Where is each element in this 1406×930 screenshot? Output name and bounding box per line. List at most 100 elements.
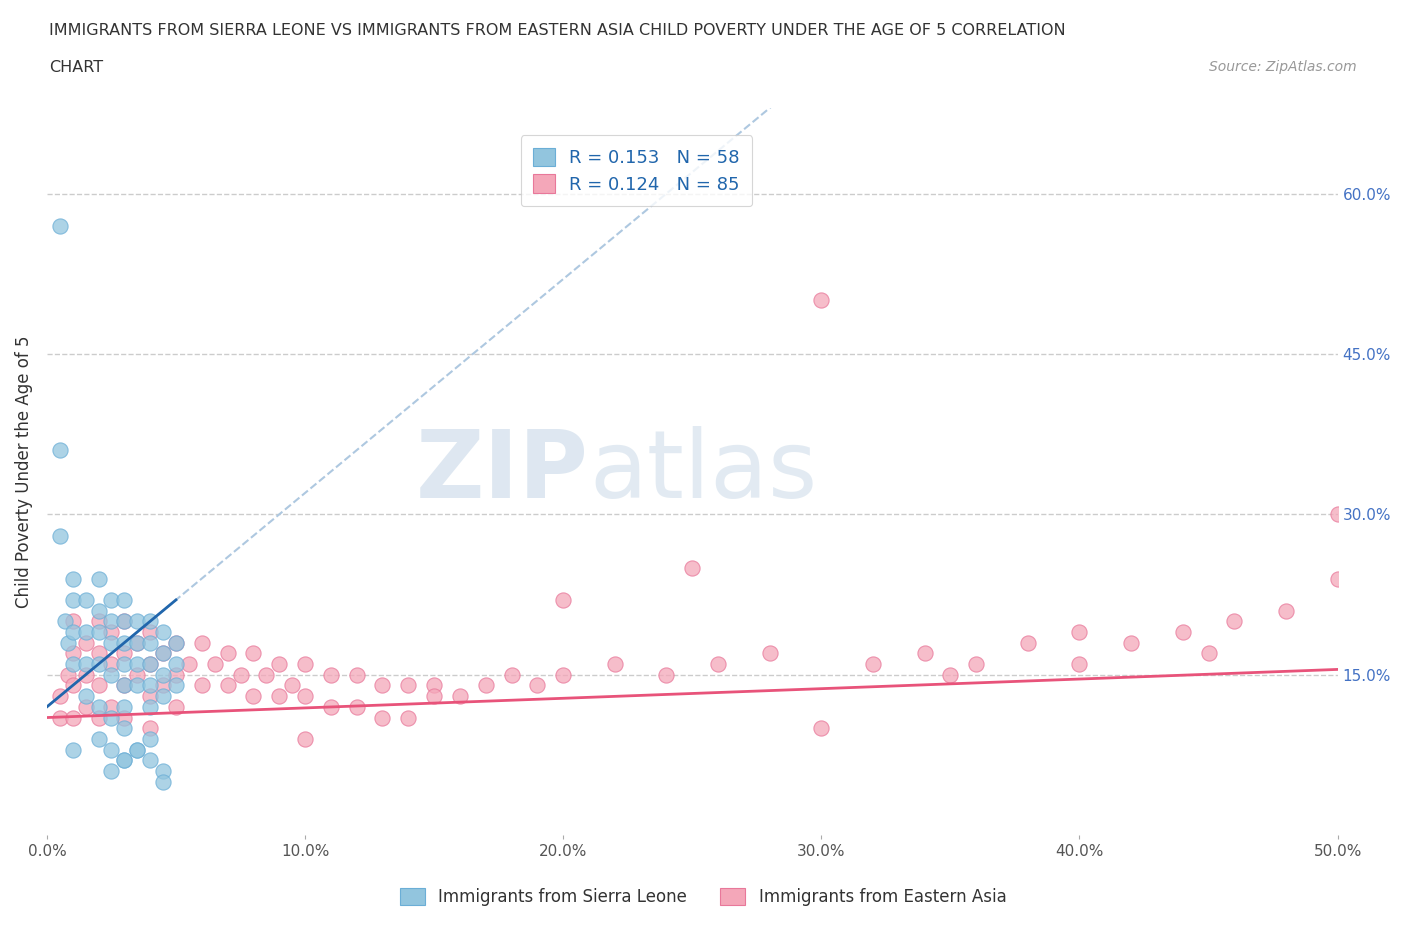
Point [139,657,162,671]
Point [152,689,174,704]
Point [56,635,79,650]
Point [810,721,832,736]
Point [87,646,110,661]
Point [152,764,174,778]
Point [112,678,135,693]
Point [449,689,471,704]
Point [254,668,277,683]
Point [112,592,135,607]
Point [62,625,84,640]
Point [217,646,239,661]
Point [100,625,122,640]
Point [1198,646,1220,661]
Point [112,753,135,768]
Y-axis label: Child Poverty Under the Age of 5: Child Poverty Under the Age of 5 [15,336,32,608]
Point [53,614,76,629]
Point [49,528,72,543]
Point [396,678,419,693]
Text: ZIP: ZIP [416,426,589,518]
Point [112,657,135,671]
Point [281,678,304,693]
Point [100,635,122,650]
Point [655,668,678,683]
Point [139,732,162,747]
Point [75,592,97,607]
Point [191,678,214,693]
Point [229,668,252,683]
Point [56,668,79,683]
Point [319,668,342,683]
Point [100,668,122,683]
Text: atlas: atlas [589,426,817,518]
Point [112,614,135,629]
Point [501,668,523,683]
Point [112,635,135,650]
Point [294,657,316,671]
Point [100,764,122,778]
Point [75,657,97,671]
Point [707,657,730,671]
Text: IMMIGRANTS FROM SIERRA LEONE VS IMMIGRANTS FROM EASTERN ASIA CHILD POVERTY UNDER: IMMIGRANTS FROM SIERRA LEONE VS IMMIGRAN… [49,23,1066,38]
Point [758,646,780,661]
Point [112,711,135,725]
Point [139,614,162,629]
Point [152,678,174,693]
Point [127,614,149,629]
Point [371,678,394,693]
Point [152,775,174,790]
Point [165,699,187,714]
Point [177,657,200,671]
Legend: Immigrants from Sierra Leone, Immigrants from Eastern Asia: Immigrants from Sierra Leone, Immigrants… [394,881,1012,912]
Point [810,293,832,308]
Point [87,657,110,671]
Point [319,699,342,714]
Point [112,753,135,768]
Point [152,646,174,661]
Point [1326,571,1348,586]
Point [139,678,162,693]
Point [62,742,84,757]
Point [127,657,149,671]
Point [100,592,122,607]
Point [204,657,226,671]
Point [49,219,72,233]
Point [49,689,72,704]
Point [152,625,174,640]
Point [139,699,162,714]
Point [1069,657,1091,671]
Point [152,646,174,661]
Point [152,668,174,683]
Point [914,646,936,661]
Point [112,721,135,736]
Point [87,732,110,747]
Point [139,625,162,640]
Point [112,646,135,661]
Point [269,657,291,671]
Point [87,571,110,586]
Text: Source: ZipAtlas.com: Source: ZipAtlas.com [1209,60,1357,74]
Point [346,699,368,714]
Point [100,657,122,671]
Point [165,678,187,693]
Point [526,678,548,693]
Point [1017,635,1039,650]
Text: CHART: CHART [49,60,103,75]
Point [87,604,110,618]
Point [87,614,110,629]
Point [75,635,97,650]
Point [139,689,162,704]
Point [423,678,446,693]
Point [87,678,110,693]
Point [75,699,97,714]
Point [1171,625,1194,640]
Point [75,689,97,704]
Point [139,657,162,671]
Point [603,657,626,671]
Point [396,711,419,725]
Point [294,689,316,704]
Point [217,678,239,693]
Point [191,635,214,650]
Point [127,742,149,757]
Point [100,742,122,757]
Point [1275,604,1298,618]
